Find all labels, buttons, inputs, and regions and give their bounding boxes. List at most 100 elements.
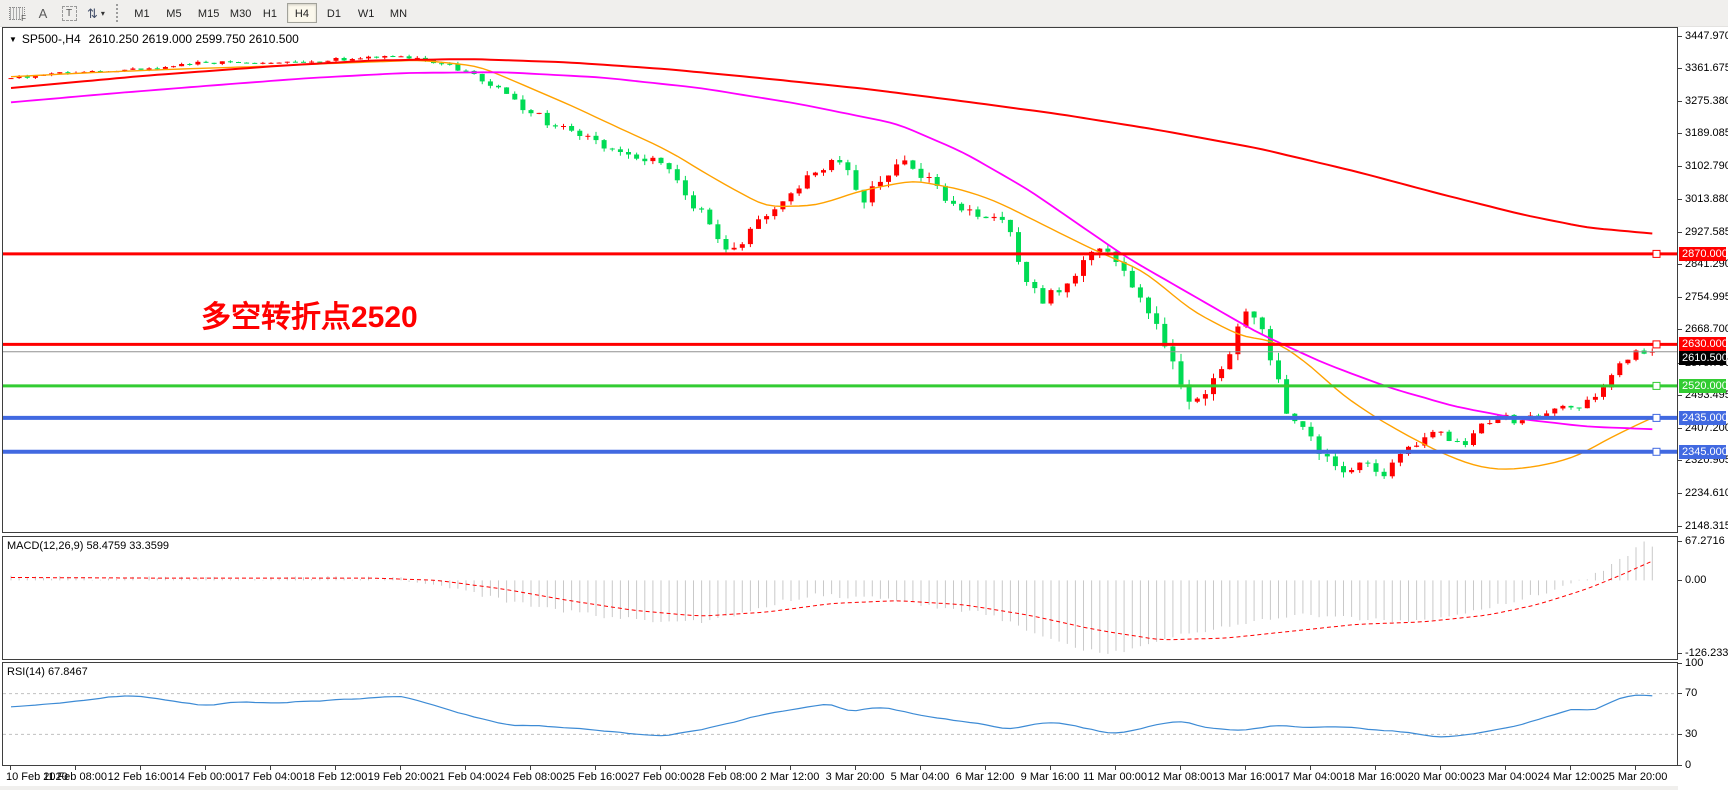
- price-tick-mark: [1678, 100, 1682, 102]
- rsi-plot[interactable]: [3, 663, 1677, 765]
- timeframe-button-w1[interactable]: W1: [351, 3, 381, 23]
- price-tick-label: 3447.970: [1685, 29, 1728, 42]
- time-label: 24 Feb 08:00: [497, 771, 563, 783]
- time-axis[interactable]: 10 Feb 2020 11 Feb 08:00 12 Feb 16:00 14 Fe…: [2, 766, 1678, 786]
- timeframe-button-m30[interactable]: M30: [223, 3, 253, 23]
- chart-menu-triangle-icon[interactable]: ▼: [9, 35, 17, 44]
- time-label: 12 Feb 16:00: [107, 771, 173, 783]
- time-label: 25 Feb 16:00: [562, 771, 628, 783]
- arrows-tool-button[interactable]: ⇅ ▾: [83, 2, 109, 24]
- candlestick-plot[interactable]: [3, 28, 1677, 532]
- price-tick-label: 2927.585: [1685, 225, 1728, 238]
- time-label: 21 Feb 04:00: [432, 771, 498, 783]
- toolbar-separator: [115, 4, 118, 22]
- timeframe-button-m5[interactable]: M5: [159, 3, 189, 23]
- price-tick-mark: [1678, 329, 1682, 331]
- time-tick-mark: [335, 766, 336, 770]
- bid-price-label: 2610.500: [1679, 351, 1728, 366]
- top-toolbar: F A T ⇅ ▾ M1 M5 M15 M30 H1 H4 D1 W1 MN: [0, 0, 1728, 27]
- time-label: 11 Feb 08:00: [42, 771, 108, 783]
- time-tick-mark: [1180, 766, 1181, 770]
- rsi-tick-mark: [1678, 693, 1682, 695]
- time-label: 5 Mar 04:00: [890, 771, 950, 783]
- macd-tick-label: 67.2716: [1685, 534, 1725, 547]
- level-price-label: 2520.000: [1679, 378, 1728, 393]
- text-t-icon: T: [61, 5, 77, 21]
- price-tick-label: 2841.290: [1685, 258, 1728, 271]
- time-label: 12 Mar 08:00: [1147, 771, 1213, 783]
- hline-anchor[interactable]: [1652, 381, 1661, 390]
- rsi-line: [10, 694, 1653, 738]
- time-tick-mark: [400, 766, 401, 770]
- dropdown-caret-icon: ▾: [100, 8, 105, 18]
- timeframe-button-m15[interactable]: M15: [191, 3, 221, 23]
- price-tick-mark: [1678, 231, 1682, 233]
- time-tick-mark: [75, 766, 76, 770]
- price-tick-mark: [1678, 395, 1682, 397]
- object-tools-group: F A T ⇅ ▾: [0, 0, 110, 26]
- timeframe-button-m1[interactable]: M1: [127, 3, 157, 23]
- time-label: 13 Mar 16:00: [1212, 771, 1278, 783]
- price-tick-mark: [1678, 460, 1682, 462]
- time-label: 23 Mar 04:00: [1472, 771, 1538, 783]
- time-label: 27 Feb 00:00: [627, 771, 693, 783]
- macd-tick-label: 0.00: [1685, 573, 1707, 586]
- price-tick-mark: [1678, 427, 1682, 429]
- price-tick-label: 3275.380: [1685, 94, 1728, 107]
- time-label: 14 Feb 00:00: [172, 771, 238, 783]
- timeframe-button-h4[interactable]: H4: [286, 3, 317, 23]
- timeframe-group: M1 M5 M15 M30 H1 H4 D1 W1 MN: [126, 0, 414, 26]
- macd-label: MACD(12,26,9) 58.4759 33.3599: [7, 540, 170, 552]
- ma-fast-line: [10, 59, 1653, 470]
- turning-point-annotation[interactable]: 多空转折点2520: [201, 301, 418, 334]
- price-tick-mark: [1678, 296, 1682, 298]
- rsi-tick-label: 30: [1685, 727, 1698, 740]
- time-tick-mark: [270, 766, 271, 770]
- timeframe-button-h1[interactable]: H1: [255, 3, 285, 23]
- rsi-pane[interactable]: RSI(14) 67.8467: [2, 662, 1678, 766]
- time-tick-mark: [1050, 766, 1051, 770]
- hline-anchor[interactable]: [1652, 249, 1661, 258]
- hline-anchor[interactable]: [1652, 413, 1661, 422]
- price-tick-mark: [1678, 133, 1682, 135]
- time-label: 28 Feb 08:00: [692, 771, 758, 783]
- objects-grid-icon: F: [9, 6, 26, 23]
- hline-anchor[interactable]: [1652, 340, 1661, 349]
- arrows-icon: ⇅: [87, 5, 98, 21]
- timeframe-button-mn[interactable]: MN: [383, 3, 413, 23]
- time-tick-mark: [1310, 766, 1311, 770]
- time-tick-mark: [205, 766, 206, 770]
- time-label: 17 Mar 04:00: [1277, 771, 1343, 783]
- timeframe-button-d1[interactable]: D1: [319, 3, 349, 23]
- time-label: 20 Mar 00:00: [1407, 771, 1473, 783]
- time-tick-mark: [725, 766, 726, 770]
- time-label: 24 Mar 12:00: [1537, 771, 1603, 783]
- chart-title: ▼ SP500-,H4 2610.250 2619.000 2599.750 261…: [9, 32, 299, 46]
- objects-palette-button[interactable]: F: [5, 2, 29, 24]
- macd-plot[interactable]: [3, 537, 1677, 659]
- price-tick-label: 3361.675: [1685, 62, 1728, 75]
- price-tick-mark: [1678, 35, 1682, 37]
- time-label: 25 Mar 20:00: [1602, 771, 1668, 783]
- hline-anchor[interactable]: [1652, 447, 1661, 456]
- price-tick-mark: [1678, 525, 1682, 527]
- time-tick-mark: [660, 766, 661, 770]
- text-box-button[interactable]: T: [57, 2, 81, 24]
- time-label: 18 Feb 12:00: [302, 771, 368, 783]
- macd-pane[interactable]: MACD(12,26,9) 58.4759 33.3599: [2, 536, 1678, 660]
- time-label: 19 Feb 20:00: [367, 771, 433, 783]
- price-axis[interactable]: 3447.970 3361.675 3275.380 3189.085 3102.790…: [1678, 0, 1728, 790]
- price-tick-label: 3013.880: [1685, 193, 1728, 206]
- time-tick-mark: [1635, 766, 1636, 770]
- price-tick-mark: [1678, 492, 1682, 494]
- time-tick-mark: [1570, 766, 1571, 770]
- text-label-button[interactable]: A: [31, 2, 55, 24]
- rsi-tick-mark: [1678, 733, 1682, 735]
- rsi-tick-mark: [1678, 764, 1682, 766]
- time-tick-mark: [140, 766, 141, 770]
- macd-tick-mark: [1678, 540, 1682, 542]
- time-label: 6 Mar 12:00: [955, 771, 1015, 783]
- time-label: 17 Feb 04:00: [237, 771, 303, 783]
- main-chart-pane[interactable]: ▼ SP500-,H4 2610.250 2619.000 2599.750 261…: [2, 27, 1678, 533]
